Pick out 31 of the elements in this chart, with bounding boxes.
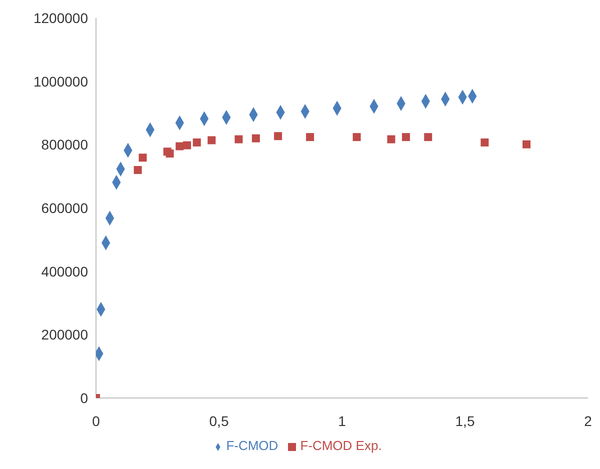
point [208, 136, 216, 144]
x-tick-label: 1 [338, 412, 346, 429]
x-tick-label: 0 [92, 412, 100, 429]
point [183, 141, 192, 150]
point [252, 134, 260, 142]
point [138, 154, 147, 162]
point [234, 135, 243, 144]
y-tick-label: 0 [80, 390, 88, 406]
point [402, 133, 410, 142]
point [274, 132, 282, 140]
point [387, 135, 396, 144]
x-tick-label: 0,5 [209, 412, 229, 429]
point [306, 133, 314, 142]
point [480, 138, 489, 146]
legend-label: F-CMOD Exp. [300, 438, 382, 453]
y-tick-label: 200000 [41, 326, 88, 343]
y-tick-label: 600000 [41, 200, 88, 216]
point [352, 133, 361, 142]
point [522, 140, 530, 148]
point [424, 133, 432, 142]
x-tick-label: 2 [584, 412, 592, 429]
point [192, 138, 201, 146]
point [134, 166, 142, 174]
point [166, 150, 174, 158]
y-tick-label: 800000 [41, 136, 88, 153]
legend-label: F-CMOD [226, 438, 278, 453]
y-tick-label: 400000 [41, 263, 88, 280]
y-tick-label: 1200000 [33, 10, 88, 26]
point [176, 142, 184, 150]
x-tick-label: 1,5 [455, 412, 475, 429]
y-tick-label: 1000000 [33, 73, 88, 90]
